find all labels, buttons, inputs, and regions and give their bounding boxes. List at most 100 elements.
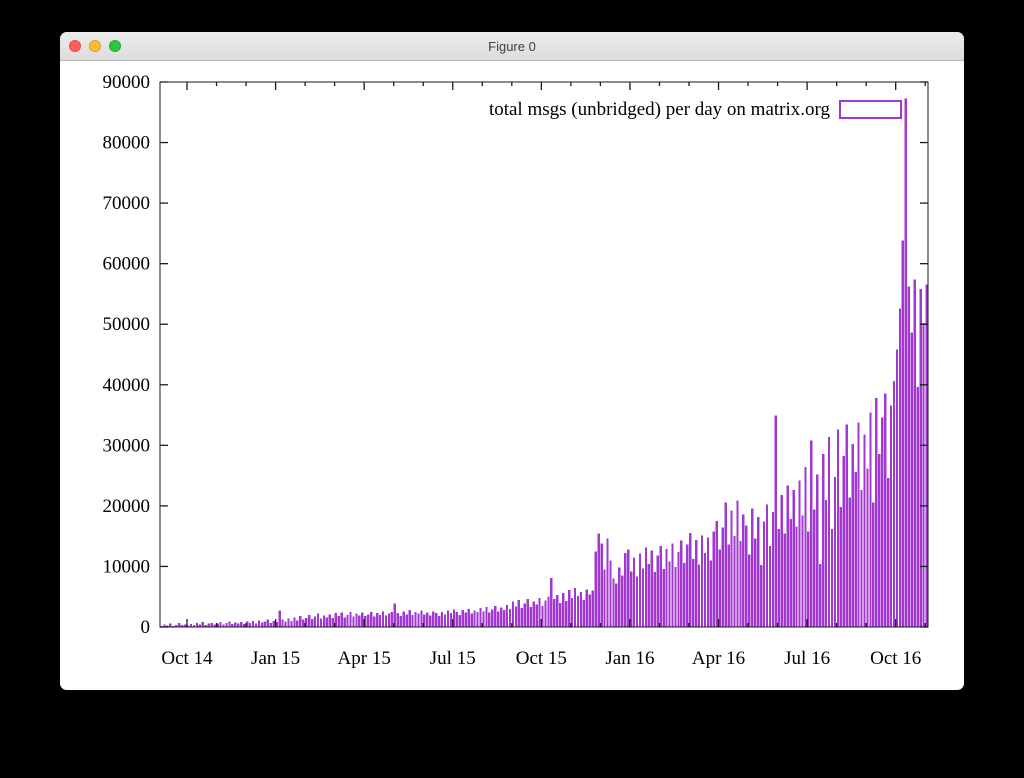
bar (881, 417, 884, 627)
bar (839, 507, 843, 627)
bar (352, 616, 355, 627)
bar (228, 621, 231, 627)
bar (278, 610, 281, 627)
bar (349, 611, 352, 627)
zoom-button[interactable] (109, 40, 121, 52)
bar (494, 605, 497, 627)
bar (615, 583, 618, 627)
y-tick-label: 0 (141, 617, 151, 638)
bar (689, 533, 692, 627)
x-tick-label: Oct 14 (161, 648, 213, 669)
bar (668, 561, 671, 627)
bar (467, 608, 470, 627)
bar (319, 618, 323, 627)
bar (476, 611, 479, 627)
x-tick-label: Jul 15 (430, 648, 476, 669)
bar (919, 289, 922, 627)
bar (733, 536, 736, 627)
minimize-button[interactable] (89, 40, 101, 52)
bar (727, 544, 730, 627)
bar (857, 422, 860, 627)
bar (638, 553, 642, 627)
chart-area: 0 10000 20000 30000 40000 50000 60000 70000 8000… (60, 61, 964, 690)
bar (559, 602, 562, 627)
bar (181, 625, 184, 627)
bar (281, 619, 284, 627)
bar (257, 620, 261, 627)
bar (423, 614, 426, 627)
bar (263, 621, 267, 627)
plot-border (159, 81, 929, 628)
bar (671, 543, 674, 627)
bar (529, 607, 532, 627)
bar (408, 610, 411, 627)
bar (565, 600, 568, 627)
bar (373, 616, 376, 627)
bar (178, 622, 181, 627)
bar (659, 545, 662, 627)
bar (786, 485, 789, 627)
x-tick-label: Apr 16 (692, 648, 745, 669)
bar (632, 557, 636, 627)
bar (813, 509, 816, 627)
bar (532, 601, 535, 627)
y-tick-label: 60000 (103, 254, 151, 275)
bar (759, 565, 763, 627)
bar (435, 613, 438, 627)
bar (550, 577, 553, 627)
bar (821, 453, 825, 627)
bar (189, 623, 193, 627)
bar (600, 543, 603, 627)
bar (399, 616, 402, 627)
bar (819, 564, 822, 627)
bar (653, 571, 656, 627)
bar (491, 609, 494, 627)
legend-label: total msgs (unbridged) per day on matrix… (489, 99, 831, 120)
bar (683, 562, 686, 627)
bar (337, 616, 340, 627)
bar (807, 531, 810, 627)
bar (308, 614, 311, 627)
bar (872, 502, 875, 627)
bar (458, 614, 461, 627)
bar (517, 599, 521, 627)
close-button[interactable] (69, 40, 81, 52)
bar (195, 623, 199, 627)
bar (358, 615, 361, 627)
bar (904, 98, 907, 628)
bar (810, 440, 813, 627)
bar (396, 613, 399, 627)
bar (500, 607, 503, 627)
bar (219, 622, 222, 627)
bar (331, 617, 334, 627)
window-titlebar[interactable]: Figure 0 (60, 32, 964, 61)
bar (284, 621, 287, 627)
bar (889, 405, 893, 627)
bar (437, 616, 441, 627)
bar (535, 604, 538, 627)
bar (863, 434, 866, 627)
bar (875, 398, 878, 627)
bar (210, 622, 213, 627)
bar (473, 610, 476, 627)
y-tick-label: 70000 (103, 193, 151, 214)
x-tick-label: Oct 15 (516, 648, 567, 669)
bar (730, 510, 733, 627)
bar (848, 497, 851, 627)
bar (302, 619, 305, 627)
bar (878, 453, 881, 627)
bar (502, 610, 506, 627)
bar (310, 619, 314, 627)
bar (186, 625, 190, 627)
bar (907, 286, 910, 627)
bar (913, 279, 916, 627)
bar (526, 599, 529, 627)
bar (709, 560, 713, 627)
bar (665, 548, 668, 627)
bar (833, 476, 837, 627)
bar (213, 624, 216, 627)
bar (706, 537, 710, 627)
bar (567, 590, 571, 627)
bar (754, 538, 757, 627)
bar (231, 623, 234, 627)
